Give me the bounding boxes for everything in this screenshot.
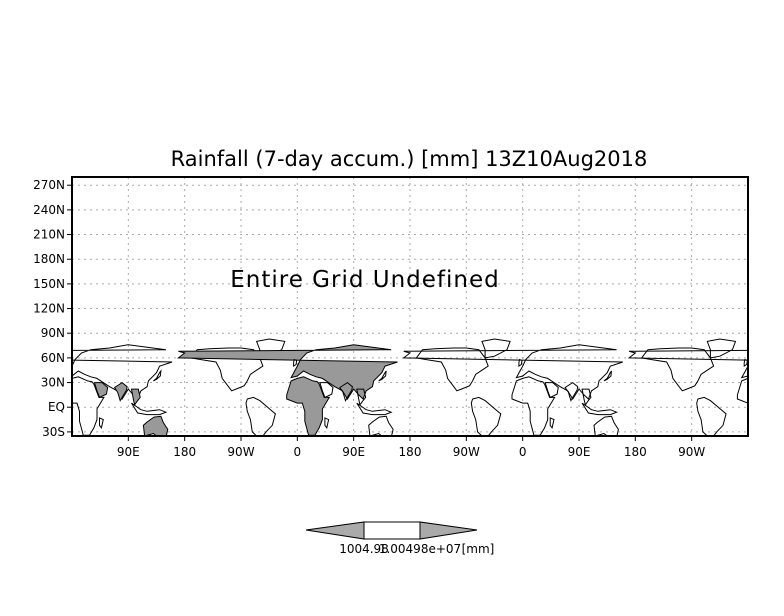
x-axis: 90E 180 90W 0 90E 180 90W 0 90E 180 90W: [117, 436, 705, 459]
gridlines: [72, 177, 748, 436]
continent-madagascar: [324, 417, 330, 429]
y-tick-label: 210N: [33, 228, 65, 242]
continent-arabia: [93, 382, 109, 399]
continent-new-zealand: [629, 435, 632, 436]
continent-north-america: [189, 347, 264, 392]
x-tick-label: 90W: [227, 445, 254, 459]
continent-new-zealand: [404, 435, 406, 436]
y-tick-label: EQ: [48, 400, 65, 414]
continent-madagascar: [549, 417, 555, 429]
x-tick-label: 180: [173, 445, 196, 459]
continent-north-america: [640, 347, 715, 392]
continent-uk: [518, 358, 523, 368]
colorbar-middle-box: [363, 521, 421, 540]
colorbar-unit: [mm]: [462, 542, 495, 556]
continent-madagascar: [99, 417, 104, 429]
plot-frame: [71, 176, 749, 437]
x-tick-label: 90E: [117, 445, 140, 459]
y-tick-label: 30S: [42, 425, 65, 439]
y-tick-label: 120N: [33, 302, 65, 316]
continent-europe-asia: [72, 344, 173, 400]
continent-southeast-asia: [581, 388, 592, 406]
continent-africa: [736, 377, 748, 404]
continent-south-america: [470, 396, 502, 436]
continent-europe-asia: [402, 344, 623, 400]
continent-greenland: [706, 338, 737, 359]
colorbar-left-triangle: [305, 521, 365, 540]
y-tick-label: 60N: [41, 351, 65, 365]
y-tick-label: 270N: [33, 178, 65, 192]
continent-africa: [72, 376, 105, 436]
continent-uk: [293, 358, 298, 368]
continent-uk: [743, 358, 748, 368]
continent-arabia: [319, 382, 334, 399]
continent-south-america: [245, 396, 276, 436]
x-tick-label: 90E: [342, 445, 365, 459]
land-layer: [0, 338, 784, 436]
colorbar-label-min: 1004.98: [339, 542, 389, 556]
x-tick-label: 180: [624, 445, 647, 459]
continent-arabia: [544, 382, 559, 399]
y-tick-label: 90N: [41, 326, 65, 340]
continent-southeast-asia: [356, 388, 367, 406]
x-tick-label: 90W: [678, 445, 705, 459]
y-tick-label: 240N: [33, 203, 65, 217]
colorbar-right-triangle: [419, 521, 478, 540]
continent-africa: [286, 376, 331, 436]
continent-australia: [368, 415, 394, 436]
continent-india: [339, 381, 353, 402]
continent-madagascar: [776, 418, 780, 428]
chart-title: Rainfall (7-day accum.) [mm] 13Z10Aug201…: [171, 147, 648, 171]
continent-new-zealand: [179, 435, 181, 436]
x-tick-label: 0: [519, 445, 527, 459]
continent-australia: [142, 415, 169, 436]
y-tick-label: 150N: [33, 277, 65, 291]
x-tick-label: 180: [399, 445, 422, 459]
y-tick-label: 30N: [41, 376, 65, 390]
undefined-grid-annotation: Entire Grid Undefined: [230, 267, 500, 293]
x-tick-label: 90W: [453, 445, 480, 459]
continent-indonesia: [581, 402, 618, 416]
continent-southeast-asia: [130, 388, 141, 406]
continent-north-america: [0, 348, 38, 391]
colorbar: 1004.98 1.00498e+07 [mm]: [305, 521, 495, 556]
x-tick-label: 0: [294, 445, 302, 459]
continent-africa: [511, 376, 556, 436]
continent-greenland: [481, 338, 511, 359]
continent-south-america: [696, 396, 727, 436]
continent-india: [113, 381, 128, 402]
continent-australia: [593, 415, 619, 436]
y-tick-label: 180N: [33, 252, 65, 266]
y-axis: 30S EQ 30N 60N 90N 120N 150N 180N 210N 240N 270N: [33, 178, 72, 439]
continent-indonesia: [356, 402, 393, 416]
continent-indonesia: [131, 402, 168, 416]
continent-arabia: [771, 383, 784, 398]
continent-japan: [153, 369, 162, 382]
continent-india: [564, 381, 579, 402]
colorbar-label-max: 1.00498e+07: [379, 542, 461, 556]
continent-north-america: [415, 347, 489, 392]
continent-uk: [68, 360, 71, 367]
continent-japan: [603, 370, 612, 382]
continent-japan: [378, 370, 387, 382]
x-tick-label: 90E: [568, 445, 591, 459]
